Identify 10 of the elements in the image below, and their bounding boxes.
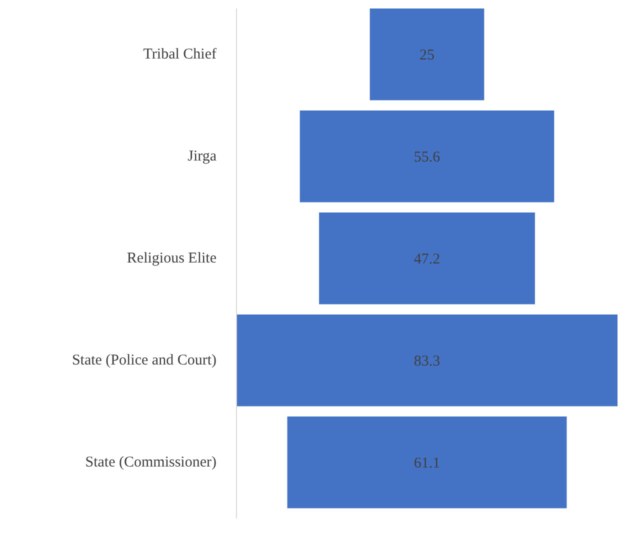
category-label: State (Commissioner) <box>85 454 217 470</box>
data-label: 47.2 <box>414 251 440 268</box>
data-label: 25 <box>420 47 434 64</box>
category-label: Religious Elite <box>126 250 217 266</box>
data-label: 61.1 <box>414 455 440 472</box>
category-label: Jirga <box>188 148 217 164</box>
category-label: Tribal Chief <box>143 46 217 62</box>
data-label: 55.6 <box>414 149 441 166</box>
category-label: State (Police and Court) <box>72 352 217 368</box>
data-label: 83.3 <box>414 353 440 370</box>
